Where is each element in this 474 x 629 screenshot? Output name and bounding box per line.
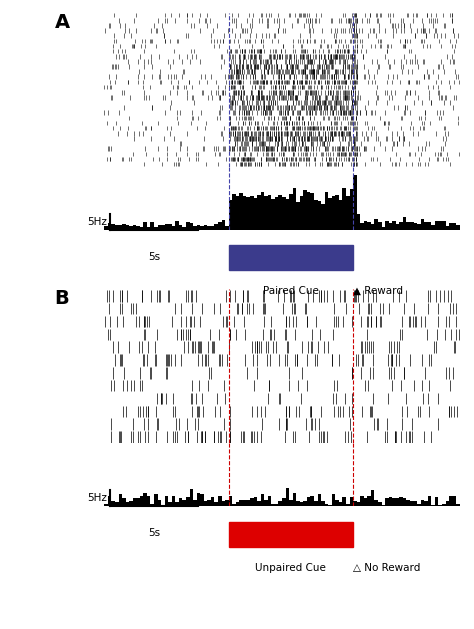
Text: 5s: 5s [148,252,160,262]
Text: 5Hz: 5Hz [87,493,107,503]
Text: △ No Reward: △ No Reward [353,563,420,573]
Text: 5s: 5s [148,528,160,538]
Text: Paired Cue: Paired Cue [263,286,319,296]
Text: ▲ Reward: ▲ Reward [353,286,403,296]
Text: 5Hz: 5Hz [87,216,107,226]
Text: A: A [55,13,70,31]
Bar [228,522,353,547]
Text: Unpaired Cue: Unpaired Cue [255,563,327,573]
Bar [228,245,353,270]
Text: B: B [55,289,69,308]
